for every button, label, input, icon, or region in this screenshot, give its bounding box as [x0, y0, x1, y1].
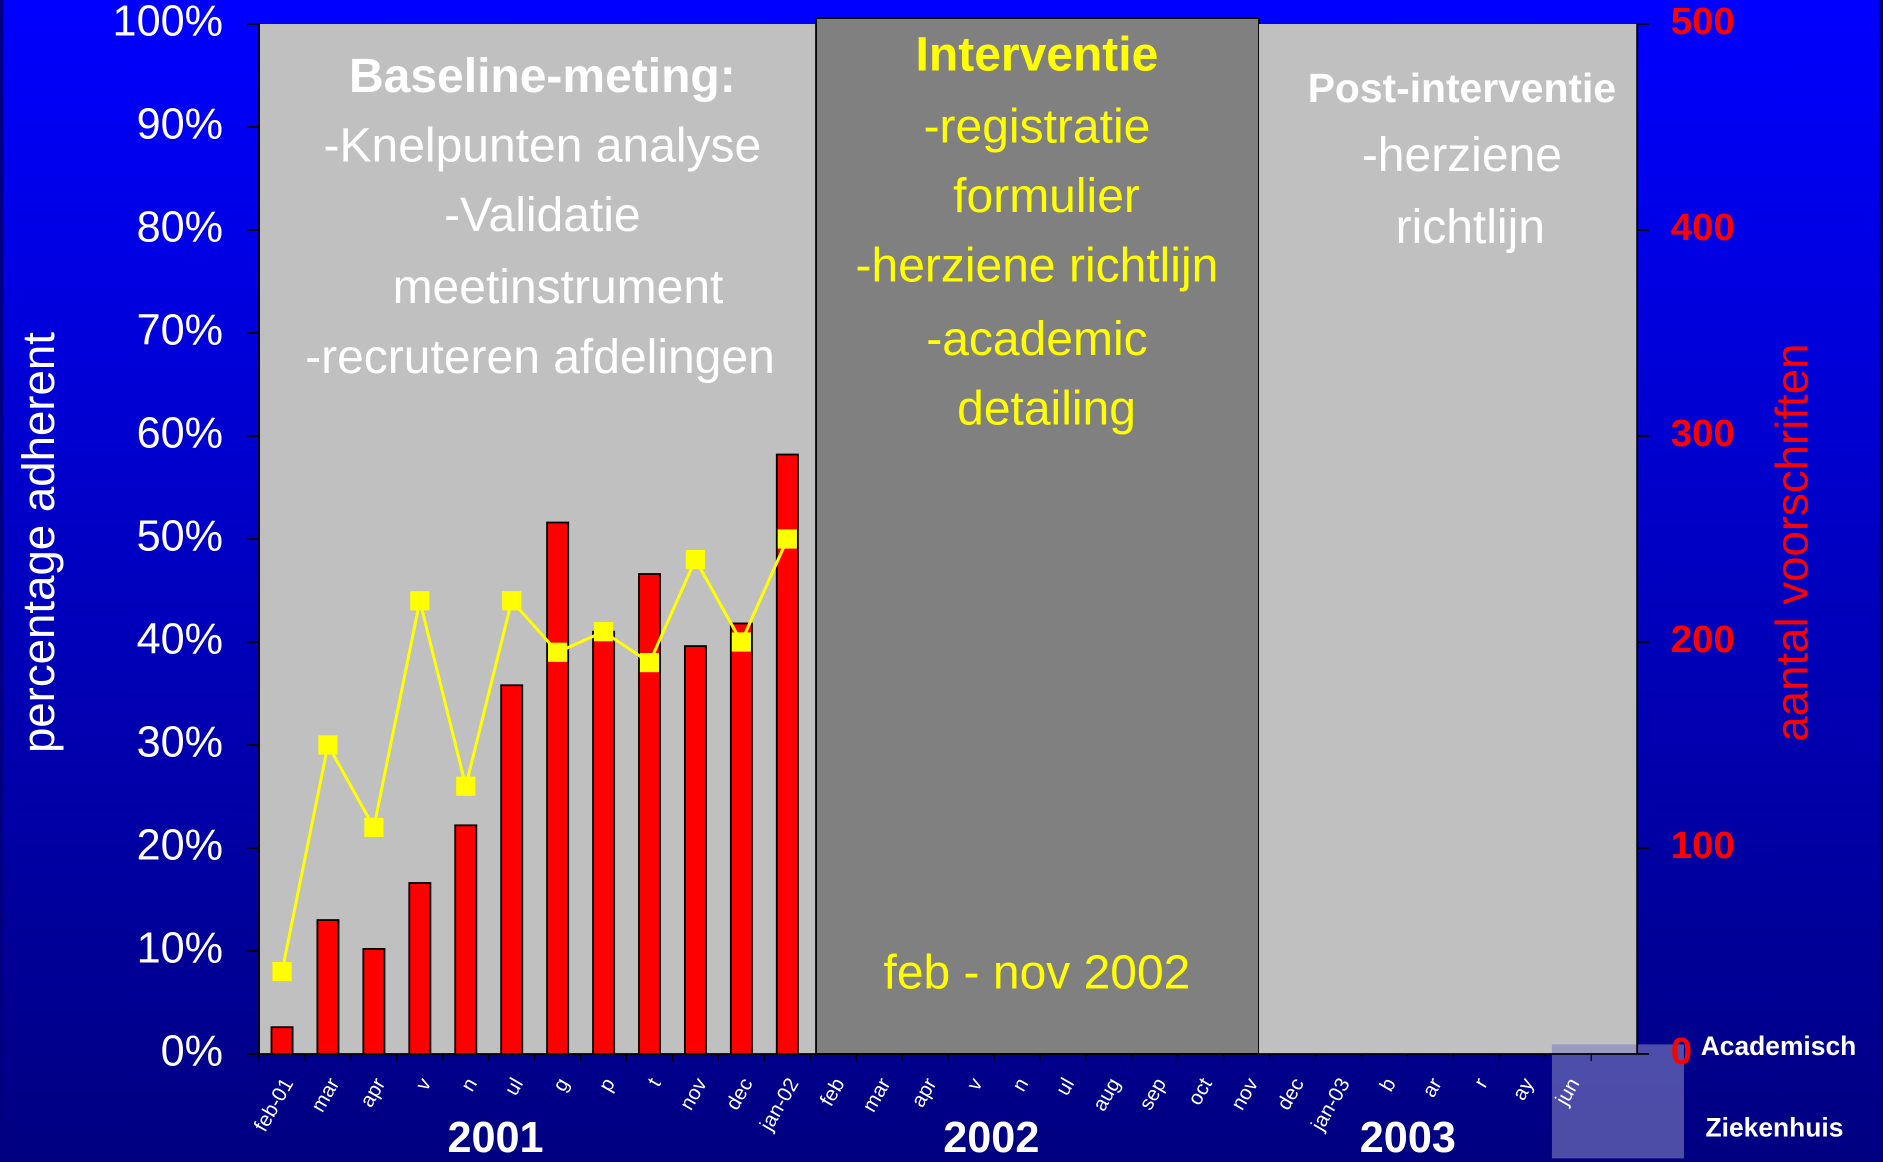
- y-tick-label: 90%: [137, 100, 223, 148]
- line: [280, 538, 789, 972]
- y2-tick-label: 400: [1671, 206, 1735, 249]
- y-tick-label: 60%: [137, 409, 223, 457]
- bar: [270, 1026, 294, 1055]
- bar: [316, 919, 340, 1055]
- year-label: 2003: [1360, 1114, 1456, 1162]
- phase-line: -herziene: [1362, 129, 1562, 182]
- phase-title: Interventie: [916, 28, 1159, 81]
- y2-tick-label: 300: [1671, 412, 1735, 455]
- phase-line: -herziene richtlijn: [856, 240, 1219, 293]
- bar: [500, 684, 524, 1055]
- y-tick-label: 100%: [113, 0, 223, 45]
- line-marker: [685, 549, 706, 570]
- y2-tick-label: 100: [1671, 824, 1735, 867]
- year-label: 2002: [943, 1114, 1039, 1162]
- logo-mark: [1551, 1044, 1684, 1159]
- line-marker: [593, 622, 614, 642]
- bar: [454, 824, 478, 1055]
- phase-line: -academic: [926, 313, 1147, 366]
- bar: [638, 573, 661, 1055]
- year-label: 2001: [447, 1114, 543, 1162]
- phase-title: Baseline-meting:: [349, 50, 736, 103]
- phase-line: -registratie: [924, 100, 1151, 153]
- y-tick-label: 30%: [137, 718, 223, 766]
- line-marker: [272, 961, 292, 982]
- phase-line: meetinstrument: [393, 261, 724, 314]
- phase-line: formulier: [953, 170, 1140, 223]
- y2-tick-label: 0: [1671, 1030, 1692, 1073]
- line-marker: [639, 652, 660, 673]
- logo-text: Ziekenhuis: [1706, 1113, 1844, 1143]
- y-tick-label: 0%: [161, 1027, 223, 1075]
- bar: [775, 453, 799, 1055]
- phase-line: -recruteren afdelingen: [305, 331, 775, 384]
- bar: [592, 630, 616, 1055]
- phase-line: -Validatie: [444, 189, 641, 242]
- phase-post: [1259, 24, 1638, 1054]
- line-marker: [548, 642, 568, 662]
- logo-text: Academisch: [1701, 1031, 1856, 1061]
- y2-tick-label: 500: [1671, 0, 1735, 43]
- line-marker: [318, 735, 338, 755]
- y-tick-label: 20%: [137, 821, 223, 869]
- phase-intervention: [815, 17, 1260, 1055]
- y-tick-label: 70%: [137, 306, 223, 354]
- phase-line: detailing: [957, 382, 1136, 435]
- bar: [683, 645, 707, 1055]
- y-tick-label: 80%: [137, 203, 223, 251]
- bar: [362, 948, 386, 1055]
- phase-baseline: [259, 24, 817, 1054]
- phase-title: Post-interventie: [1308, 65, 1616, 111]
- bar: [546, 521, 570, 1055]
- y2-tick-label: 200: [1671, 618, 1735, 661]
- line-marker: [502, 591, 522, 611]
- y-tick-label: 10%: [137, 924, 223, 972]
- phase-line: -Knelpunten analyse: [324, 120, 762, 173]
- line-marker: [364, 817, 384, 837]
- y-axis-label: percentage adherent: [13, 332, 64, 753]
- bar: [408, 882, 432, 1055]
- line-marker: [456, 776, 476, 796]
- line-marker: [731, 632, 751, 652]
- y-tick-label: 50%: [137, 512, 223, 560]
- line-marker: [410, 591, 430, 611]
- phase-line: richtlijn: [1396, 201, 1545, 254]
- phase-period: feb - nov 2002: [883, 947, 1190, 1000]
- line-marker: [777, 529, 797, 549]
- bar: [729, 622, 753, 1055]
- y-tick-label: 40%: [137, 615, 223, 663]
- y2-axis-label: aantal voorschriften: [1767, 344, 1818, 742]
